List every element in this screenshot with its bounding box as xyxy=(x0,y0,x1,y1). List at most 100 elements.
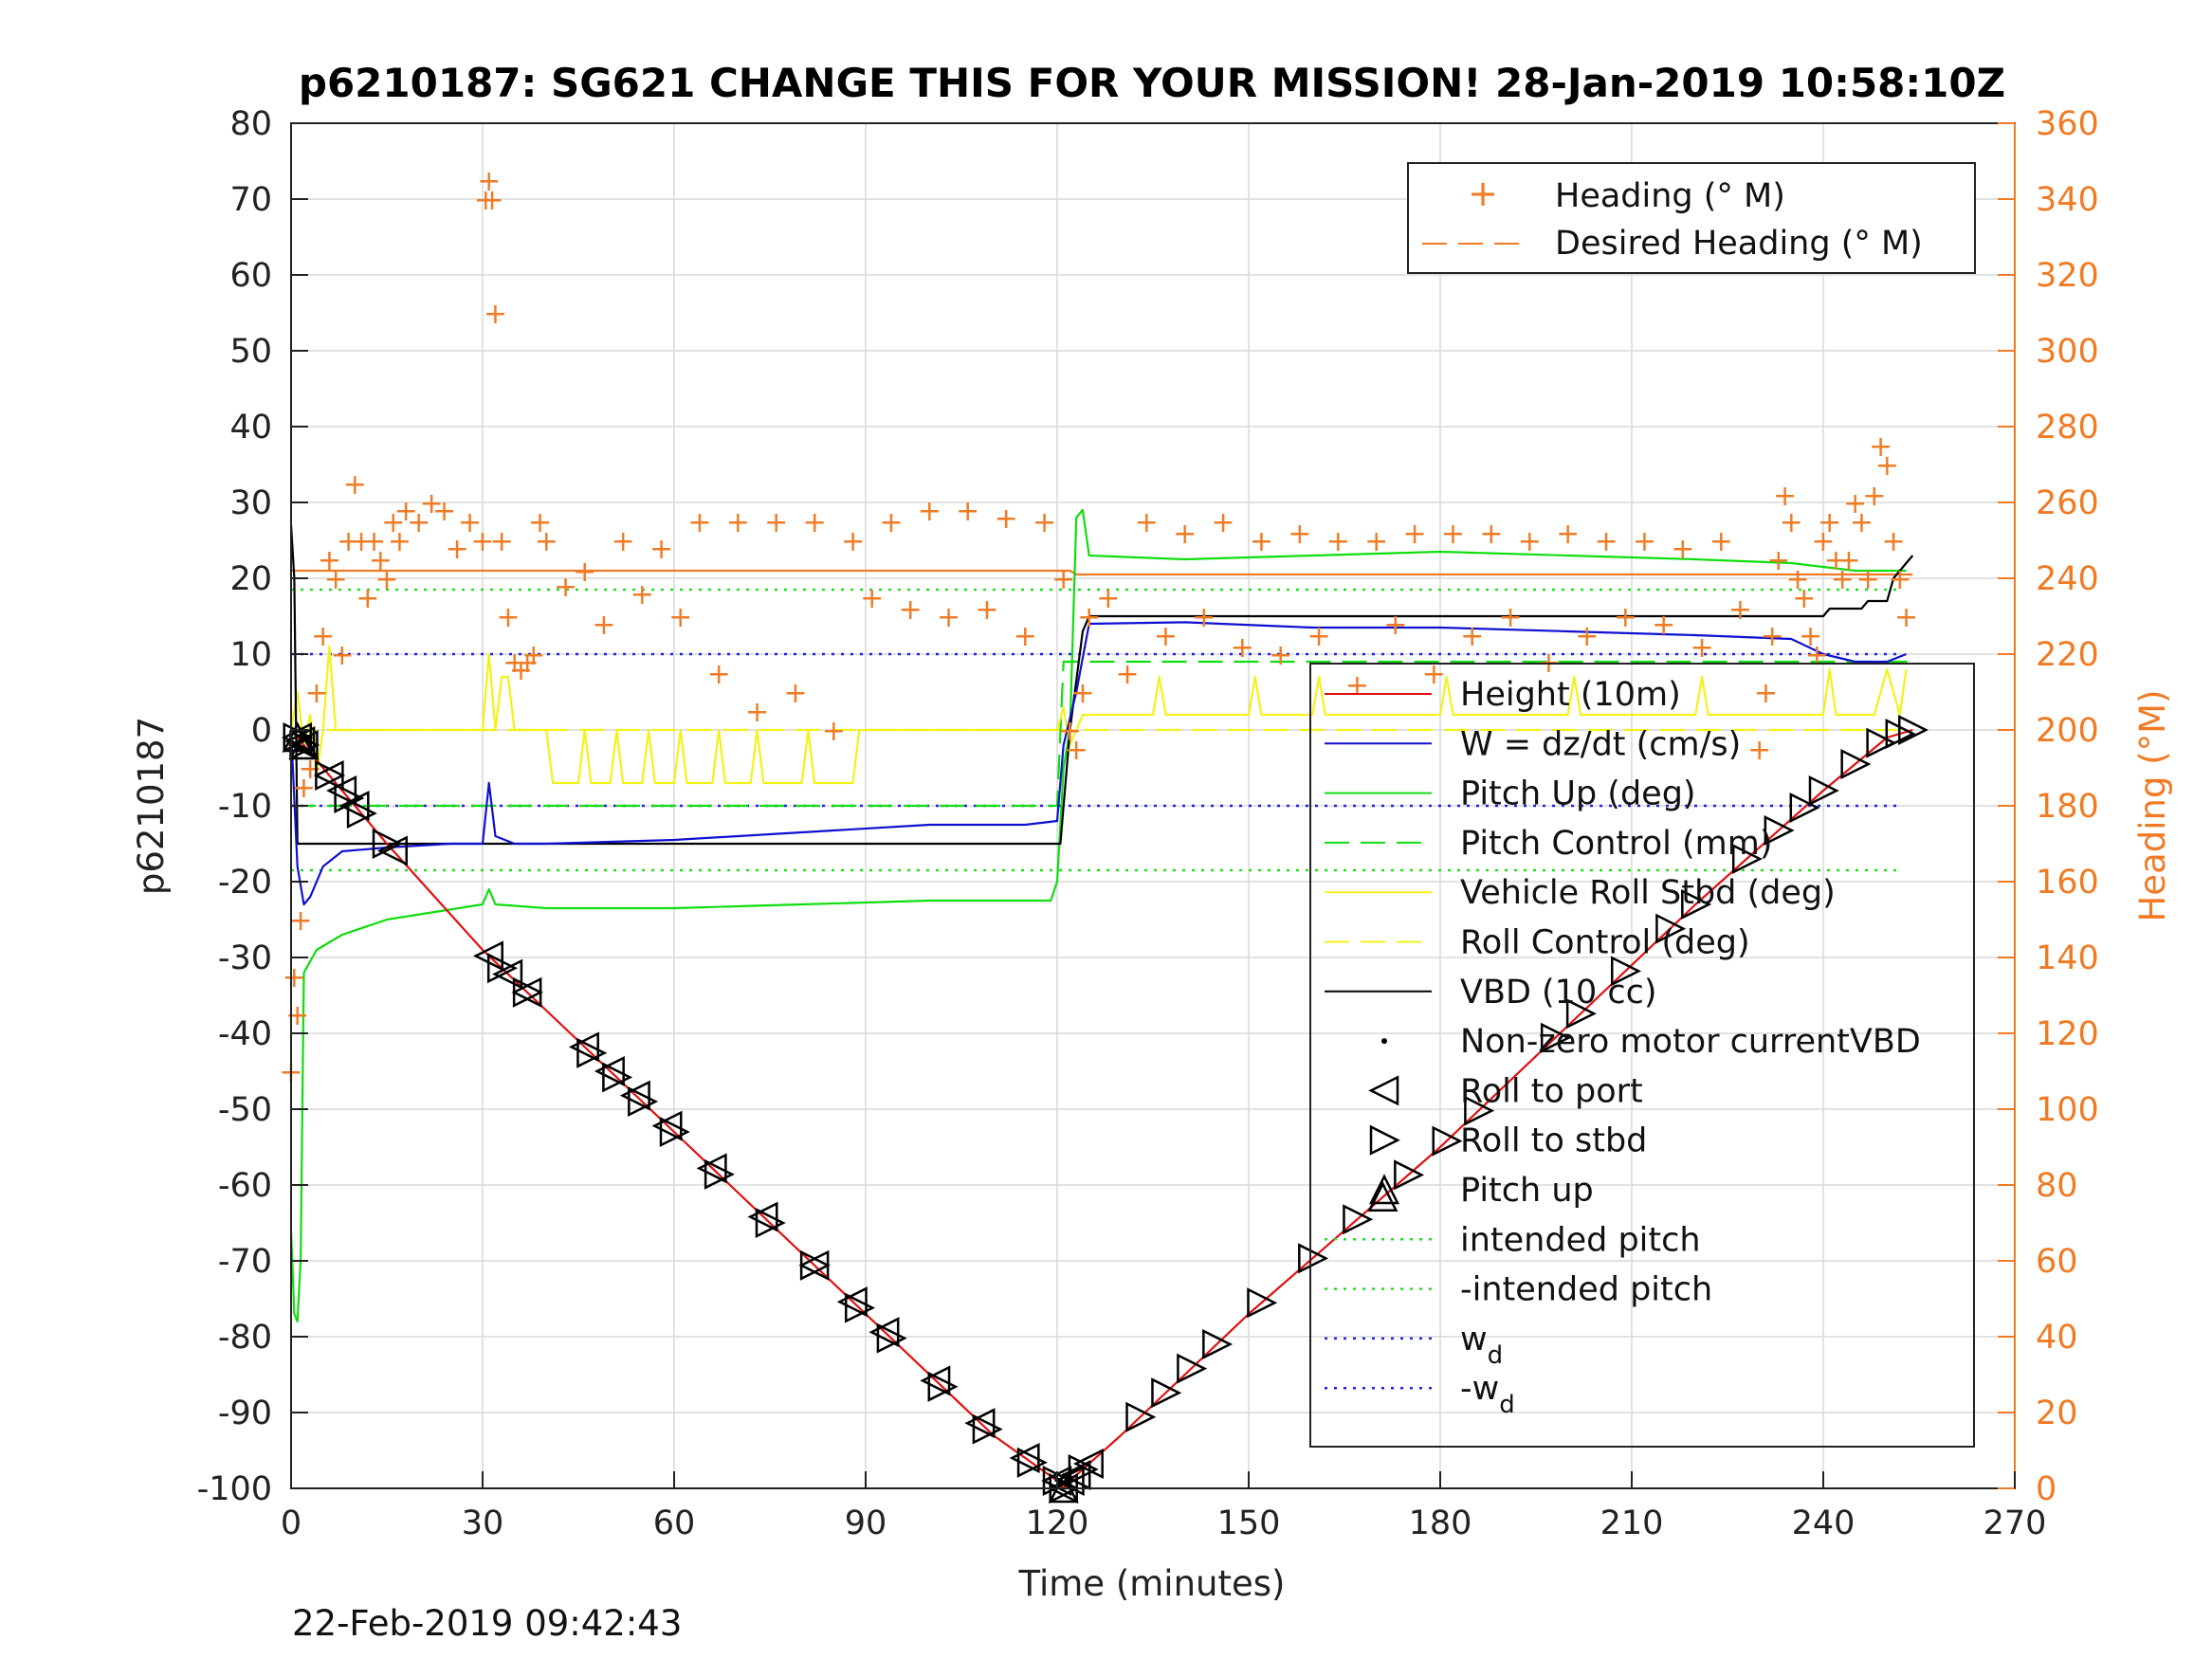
roll-to-port-marker xyxy=(376,835,408,866)
heading-point: + xyxy=(841,525,865,558)
legend-subscript: d xyxy=(1499,1391,1515,1419)
heading-point: + xyxy=(1518,525,1542,558)
roll-to-stbd-marker xyxy=(1840,748,1872,780)
roll-to-stbd-marker xyxy=(1125,1401,1157,1432)
heading-point: + xyxy=(1805,639,1829,672)
heading-point: + xyxy=(995,502,1018,536)
y2-tick-label: 80 xyxy=(2036,1167,2078,1205)
heading-point: + xyxy=(1192,601,1216,634)
y-tick-label: 60 xyxy=(229,257,272,295)
x-tick-label: 180 xyxy=(1409,1504,1472,1542)
heading-legend-entry-1: Desired Heading (° M) xyxy=(1555,225,1923,263)
roll-to-stbd-marker xyxy=(1611,956,1642,987)
heading-point: + xyxy=(1773,480,1797,513)
roll-to-port-marker xyxy=(868,1317,900,1348)
roll-to-port-marker xyxy=(338,790,370,822)
heading-point: + xyxy=(1383,609,1407,642)
heading-point: + xyxy=(1498,601,1522,634)
legend-entry-6: VBD (10 cc) xyxy=(1460,974,1657,1012)
heading-point: + xyxy=(369,544,393,577)
heading-point: + xyxy=(822,715,846,748)
heading-point: + xyxy=(1594,525,1618,558)
heading-point: + xyxy=(1799,620,1822,653)
roll-to-stbd-marker xyxy=(1394,1159,1425,1191)
roll-to-stbd-marker xyxy=(1343,1204,1374,1235)
timestamp-footer: 22-Feb-2019 09:42:43 xyxy=(292,1603,682,1644)
chart-title: p6210187: SG621 CHANGE THIS FOR YOUR MIS… xyxy=(299,60,2005,106)
y2-tick-label: 280 xyxy=(2036,409,2099,447)
heading-point: + xyxy=(1843,487,1867,520)
y2-tick-label: 20 xyxy=(2036,1395,2078,1432)
heading-point: + xyxy=(1633,525,1656,558)
heading-point: + xyxy=(458,506,482,539)
heading-point: + xyxy=(535,525,558,558)
y-tick-label: -30 xyxy=(218,939,272,977)
y2-tick-label: 120 xyxy=(2036,1015,2099,1053)
heading-point: + xyxy=(1288,518,1311,551)
series-layer: ++++++++++++++++++++++++++++++++++++++++… xyxy=(279,165,1918,1490)
roll-to-stbd-marker xyxy=(1151,1377,1182,1409)
heading-point: + xyxy=(1051,563,1075,596)
heading-point: + xyxy=(860,582,884,615)
legend-entry-9: Roll to stbd xyxy=(1460,1122,1647,1160)
heading-point: + xyxy=(1250,525,1273,558)
heading-point: + xyxy=(1766,544,1790,577)
roll-to-stbd-marker xyxy=(1681,888,1712,921)
roll-to-stbd-marker xyxy=(659,1116,690,1148)
y2-tick-label: 240 xyxy=(2036,560,2099,598)
heading-point: + xyxy=(516,647,539,680)
y-tick-label: -20 xyxy=(218,864,272,902)
roll-to-port-marker xyxy=(1009,1442,1040,1474)
heading-point: + xyxy=(707,658,731,691)
heading-point: + xyxy=(1211,506,1234,539)
heading-point: + xyxy=(445,533,468,566)
roll-to-stbd-marker xyxy=(1202,1328,1234,1360)
heading-point: + xyxy=(1070,677,1094,710)
heading-point: + xyxy=(554,571,577,604)
legend-entry-3: Pitch Control (mm) xyxy=(1460,825,1772,863)
roll-to-stbd-marker xyxy=(1298,1243,1329,1274)
roll-to-port-marker xyxy=(492,958,523,990)
heading-point: + xyxy=(311,620,335,653)
heading-point: + xyxy=(1460,620,1484,653)
roll-to-stbd-marker xyxy=(1731,843,1763,875)
heading-point: + xyxy=(1345,669,1369,702)
heading-point: + xyxy=(521,639,545,672)
heading-point: + xyxy=(1818,506,1841,539)
heading-point: + xyxy=(1709,525,1733,558)
left-axis-ticks: -100-90-80-70-60-50-40-30-20-10010203040… xyxy=(197,105,308,1508)
roll-to-stbd-marker xyxy=(927,1371,959,1402)
y2-tick-label: 140 xyxy=(2036,939,2099,977)
heading-legend-box xyxy=(1407,162,1976,274)
main-legend-box xyxy=(1309,663,1975,1448)
y-tick-label: 20 xyxy=(229,560,272,598)
roll-to-stbd-marker xyxy=(1177,1353,1208,1384)
legend-subscript: d xyxy=(1488,1341,1504,1370)
heading-point: + xyxy=(1326,525,1350,558)
x-tick-label: 90 xyxy=(845,1504,887,1542)
x-tick-label: 0 xyxy=(281,1504,302,1542)
main-legend: Height (10m) W = dz/dt (cm/s) Pitch Up (de… xyxy=(1309,663,1975,1448)
heading-point: + xyxy=(1792,582,1816,615)
roll-to-port-marker xyxy=(326,775,357,807)
heading-point: + xyxy=(349,525,373,558)
heading-point: + xyxy=(956,495,979,528)
heading-point: + xyxy=(1115,658,1139,691)
roll-to-port-marker xyxy=(920,1365,951,1396)
roll-to-port-marker xyxy=(836,1286,868,1318)
roll-to-stbd-marker xyxy=(1898,714,1929,746)
heading-point: + xyxy=(764,506,788,539)
heading-point: + xyxy=(289,904,313,938)
heading-point: + xyxy=(1761,620,1784,653)
heading-point: + xyxy=(1856,563,1880,596)
heading-point: + xyxy=(481,184,504,217)
heading-point: + xyxy=(381,506,405,539)
roll-to-stbd-marker xyxy=(972,1413,1003,1445)
series-vbd-10-cc-line xyxy=(289,524,1914,846)
plot-area: ++++++++++++++++++++++++++++++++++++++++… xyxy=(279,165,1929,1504)
heading-point: + xyxy=(1862,480,1886,513)
heading-point: + xyxy=(343,468,367,501)
heading-point: + xyxy=(726,506,750,539)
heading-point: + xyxy=(477,165,501,198)
